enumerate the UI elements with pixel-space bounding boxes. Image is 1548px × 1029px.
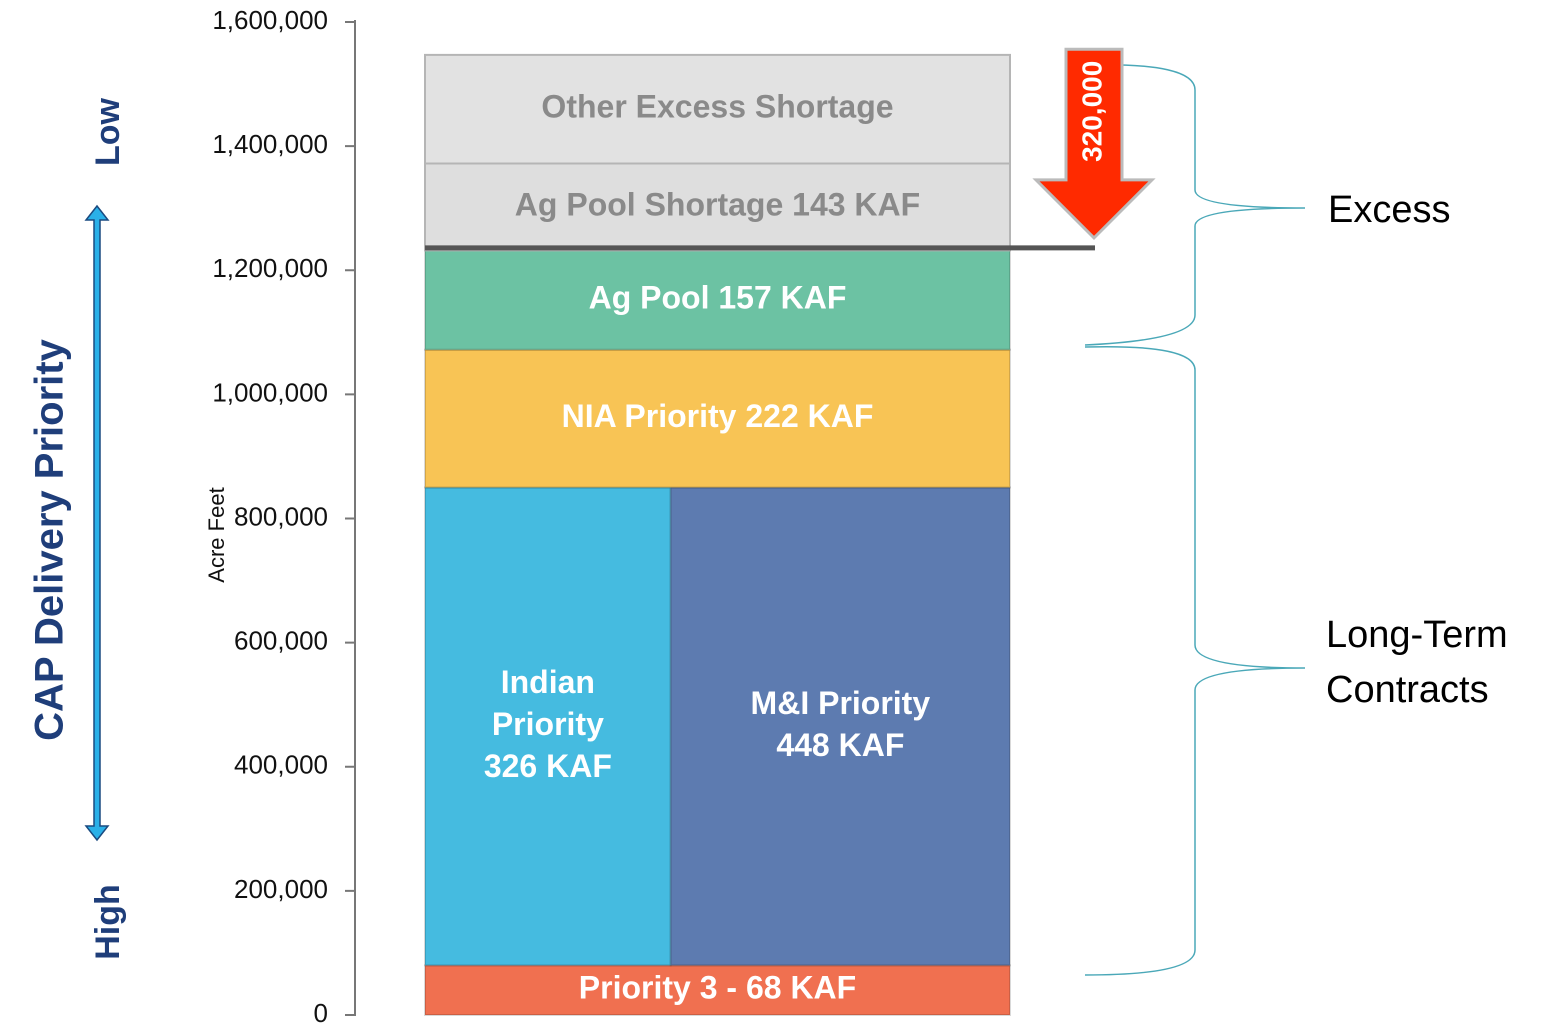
y-tick-label: 200,000 — [234, 874, 328, 904]
brace-label: Excess — [1328, 189, 1450, 231]
block-label: 448 KAF — [776, 727, 904, 763]
block — [424, 486, 672, 967]
side-title: CAP Delivery Priority — [28, 338, 72, 740]
block — [424, 348, 1011, 489]
block-label: 326 KAF — [484, 748, 612, 784]
y-tick-label: 1,200,000 — [212, 253, 328, 283]
y-tick-label: 1,000,000 — [212, 377, 328, 407]
y-tick-label: 1,400,000 — [212, 129, 328, 159]
brace — [1084, 63, 1306, 346]
arrow — [1032, 47, 1156, 241]
y-tick-label: 1,600,000 — [212, 5, 328, 35]
brace-label: Long-Term — [1326, 614, 1508, 656]
block — [669, 486, 1011, 967]
y-tick-label: 0 — [314, 998, 328, 1028]
y-tick-label: 600,000 — [234, 626, 328, 656]
block-label: Indian — [501, 664, 595, 700]
block-label: NIA Priority 222 KAF — [562, 398, 874, 434]
block-label: Priority — [492, 706, 604, 742]
block-label: M&I Priority — [751, 685, 931, 721]
block — [424, 249, 1011, 351]
y-axis-label: Acre Feet — [204, 487, 229, 582]
brace-label: Contracts — [1326, 669, 1489, 711]
arrow-label: 320,000 — [1076, 61, 1107, 162]
side-high: High — [89, 884, 127, 960]
side-low: Low — [89, 97, 127, 166]
priority-arrow — [84, 204, 110, 842]
brace — [1084, 345, 1306, 976]
y-tick-label: 800,000 — [234, 501, 328, 531]
block-label: Priority 3 - 68 KAF — [579, 970, 856, 1006]
block-label: Ag Pool Shortage 143 KAF — [515, 186, 920, 222]
block-label: Ag Pool 157 KAF — [589, 279, 847, 315]
block — [424, 964, 1011, 1016]
y-tick-label: 400,000 — [234, 750, 328, 780]
block — [424, 53, 1011, 165]
block-label: Other Excess Shortage — [541, 89, 893, 125]
